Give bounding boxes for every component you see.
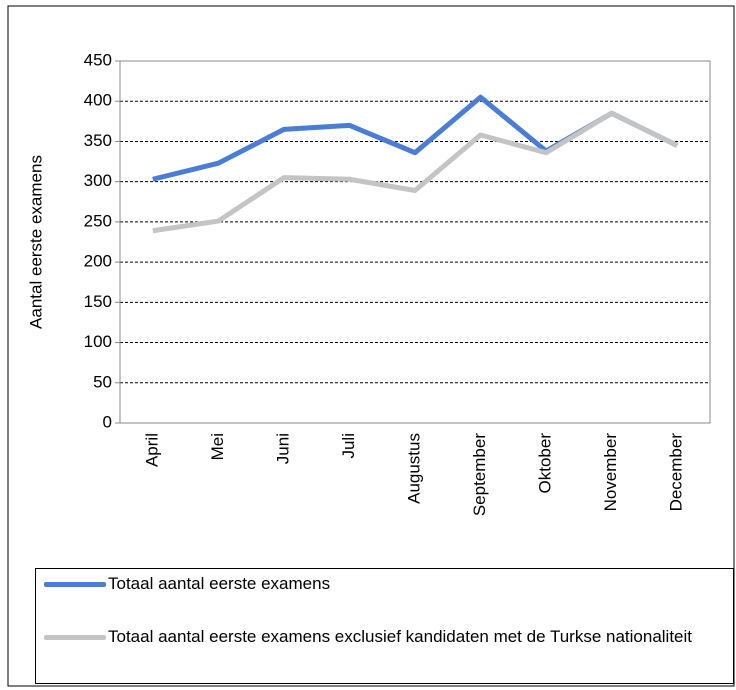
x-tick-label: Augustus xyxy=(404,433,423,504)
x-tick-label: September xyxy=(470,433,489,516)
x-tick-label: Mei xyxy=(208,433,227,460)
y-tick-label: 0 xyxy=(103,412,112,431)
x-tick-label: Oktober xyxy=(536,433,555,494)
y-tick-label: 400 xyxy=(84,91,112,110)
legend-swatch xyxy=(44,582,106,587)
y-axis-label: Aantal eerste examens xyxy=(26,155,45,329)
y-tick-label: 350 xyxy=(84,131,112,150)
legend-label: Totaal aantal eerste examens xyxy=(108,574,331,593)
y-tick-label: 150 xyxy=(84,292,112,311)
x-tick-label: April xyxy=(142,433,161,467)
y-tick-label: 200 xyxy=(84,252,112,271)
x-tick-label: December xyxy=(667,433,686,512)
y-tick-label: 50 xyxy=(93,372,112,391)
x-tick-label: November xyxy=(601,433,620,512)
y-tick-label: 250 xyxy=(84,211,112,230)
data-line xyxy=(152,110,679,234)
y-tick-label: 300 xyxy=(84,171,112,190)
x-tick-label: Juni xyxy=(273,433,292,464)
y-tick-label: 100 xyxy=(84,332,112,351)
plot-border xyxy=(119,60,711,424)
y-tick-label: 450 xyxy=(84,50,112,69)
legend: Totaal aantal eerste examens Totaal aanta… xyxy=(35,568,734,684)
legend-label: Totaal aantal eerste examens exclusief k… xyxy=(108,627,693,646)
legend-swatch xyxy=(44,635,106,640)
x-tick-label: Juli xyxy=(339,433,358,459)
